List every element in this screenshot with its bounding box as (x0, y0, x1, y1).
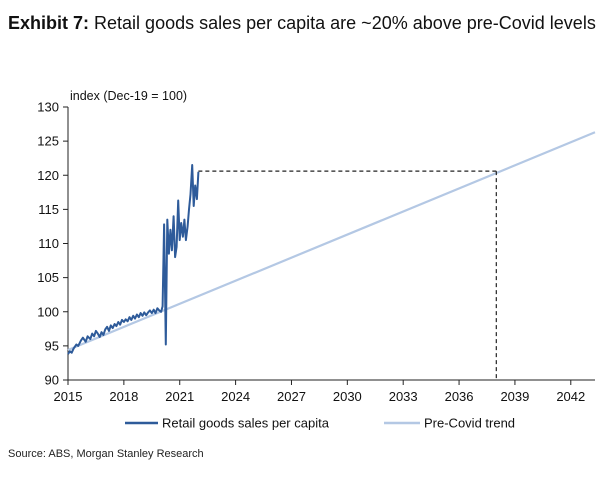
title-text: Retail goods sales per capita are ~20% a… (94, 13, 596, 33)
x-tick-label: 2015 (54, 389, 83, 404)
legend-label-retail: Retail goods sales per capita (162, 416, 330, 431)
y-axis-label: index (Dec-19 = 100) (70, 89, 187, 103)
source-note: Source: ABS, Morgan Stanley Research (8, 448, 204, 460)
trend-series-line (67, 131, 596, 351)
chart-title: Exhibit 7: Retail goods sales per capita… (8, 10, 608, 36)
x-tick-label: 2027 (277, 389, 306, 404)
exhibit-label: Exhibit 7: (8, 13, 90, 33)
y-tick-label: 90 (45, 373, 59, 388)
x-tick-label: 2018 (109, 389, 138, 404)
x-tick-label: 2033 (389, 389, 418, 404)
y-tick-label: 100 (37, 304, 59, 319)
y-tick-label: 120 (37, 168, 59, 183)
y-tick-label: 115 (38, 202, 59, 217)
x-tick-label: 2021 (165, 389, 194, 404)
x-tick-label: 2030 (333, 389, 362, 404)
x-tick-label: 2042 (556, 389, 585, 404)
legend-label-trend: Pre-Covid trend (424, 416, 515, 431)
retail-series-line (67, 164, 200, 355)
x-tick-label: 2039 (500, 389, 529, 404)
x-tick-label: 2036 (445, 389, 474, 404)
y-tick-label: 95 (45, 338, 59, 353)
x-tick-label: 2024 (221, 389, 250, 404)
y-tick-label: 105 (37, 270, 59, 285)
y-tick-label: 125 (37, 134, 59, 149)
y-tick-label: 110 (38, 236, 59, 251)
y-tick-label: 130 (37, 100, 59, 115)
